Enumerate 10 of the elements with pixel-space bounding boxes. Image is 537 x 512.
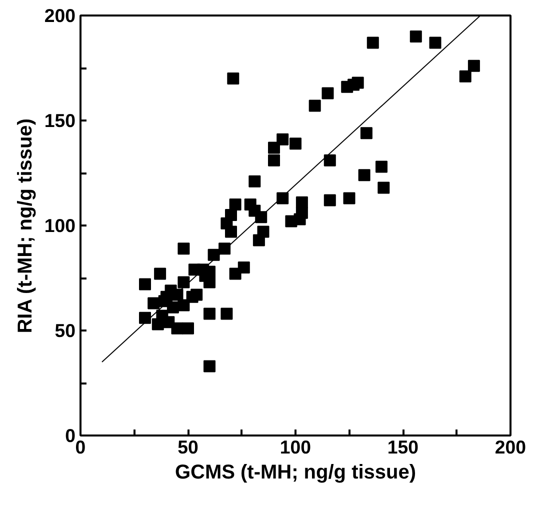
y-axis-title: RIA (t-MH; ng/g tissue) xyxy=(14,118,36,334)
y-tick-label: 100 xyxy=(44,215,76,236)
y-tick-label: 150 xyxy=(44,110,76,131)
y-tick-label: 200 xyxy=(44,5,76,26)
x-axis-title: GCMS (t-MH; ng/g tissue) xyxy=(174,462,416,484)
y-tick-label: 50 xyxy=(54,320,76,341)
x-tick-label: 100 xyxy=(280,436,312,458)
x-tick-label: 200 xyxy=(494,436,526,458)
x-tick-label: 50 xyxy=(178,436,198,458)
x-tick-label: 150 xyxy=(387,436,419,458)
